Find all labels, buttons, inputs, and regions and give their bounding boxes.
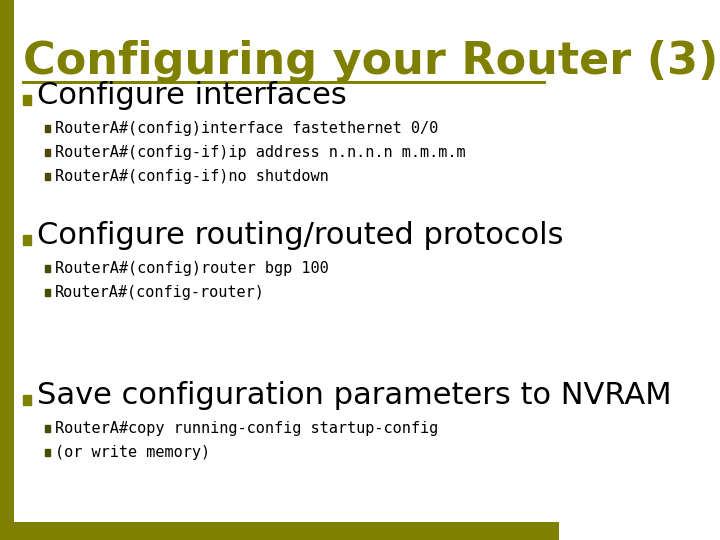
Text: RouterA#(config-if)ip address n.n.n.n m.m.m.m: RouterA#(config-if)ip address n.n.n.n m.…: [55, 145, 466, 159]
Text: RouterA#(config)router bgp 100: RouterA#(config)router bgp 100: [55, 260, 329, 275]
Text: Configuring your Router (3): Configuring your Router (3): [23, 40, 719, 83]
FancyBboxPatch shape: [45, 265, 50, 272]
Text: Configure interfaces: Configure interfaces: [37, 82, 347, 111]
FancyBboxPatch shape: [23, 95, 31, 105]
FancyBboxPatch shape: [45, 148, 50, 156]
FancyBboxPatch shape: [23, 235, 31, 245]
FancyBboxPatch shape: [45, 288, 50, 295]
FancyBboxPatch shape: [0, 0, 14, 540]
FancyBboxPatch shape: [0, 522, 559, 540]
Text: Save configuration parameters to NVRAM: Save configuration parameters to NVRAM: [37, 381, 672, 410]
Text: RouterA#(config-if)no shutdown: RouterA#(config-if)no shutdown: [55, 168, 329, 184]
FancyBboxPatch shape: [45, 172, 50, 179]
FancyBboxPatch shape: [45, 449, 50, 456]
FancyBboxPatch shape: [45, 125, 50, 132]
Text: Configure routing/routed protocols: Configure routing/routed protocols: [37, 221, 564, 251]
FancyBboxPatch shape: [23, 395, 31, 405]
Text: RouterA#(config)interface fastethernet 0/0: RouterA#(config)interface fastethernet 0…: [55, 120, 438, 136]
Text: RouterA#(config-router): RouterA#(config-router): [55, 285, 265, 300]
Text: RouterA#copy running-config startup-config: RouterA#copy running-config startup-conf…: [55, 421, 438, 435]
FancyBboxPatch shape: [45, 424, 50, 431]
Text: (or write memory): (or write memory): [55, 444, 210, 460]
